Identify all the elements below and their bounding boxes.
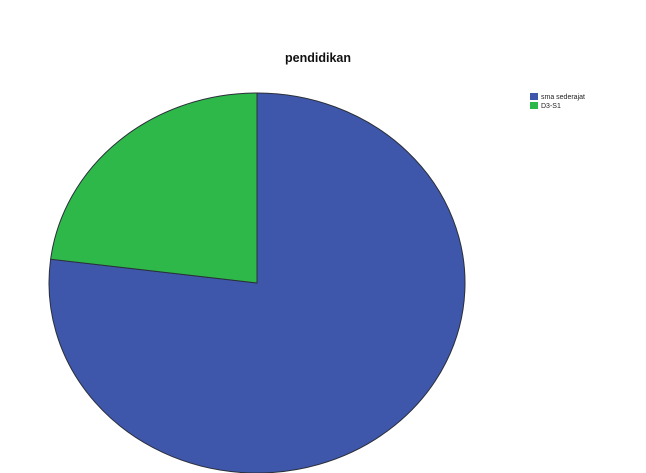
legend-entry-d3-s1: D3-S1	[530, 102, 561, 110]
legend-label: D3-S1	[541, 103, 561, 110]
legend-entry-sma-sederajat: sma sederajat	[530, 93, 585, 101]
legend-swatch	[530, 102, 538, 109]
pie-slice-d3-s1	[50, 92, 258, 284]
legend-swatch	[530, 93, 538, 100]
pie-slices	[48, 92, 466, 473]
legend-label: sma sederajat	[541, 94, 585, 101]
legend: sma sederajat D3-S1	[530, 93, 585, 110]
pie-slice-sma-sederajat	[48, 92, 466, 473]
chart-title: pendidikan	[285, 51, 351, 65]
